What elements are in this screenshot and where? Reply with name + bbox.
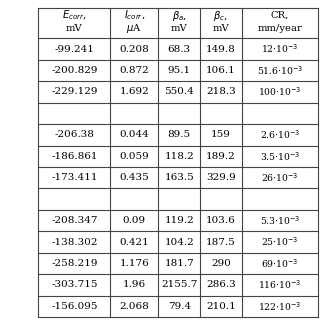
Text: 0.044: 0.044 [120, 130, 149, 140]
Text: $\beta_c$,: $\beta_c$, [213, 9, 228, 22]
Text: 103.6: 103.6 [206, 216, 236, 225]
Text: 51.6$\cdot$10$^{-3}$: 51.6$\cdot$10$^{-3}$ [257, 64, 303, 77]
Text: mV: mV [66, 24, 83, 34]
Text: -186.861: -186.861 [51, 152, 98, 161]
Text: -208.347: -208.347 [51, 216, 98, 225]
Text: CR,: CR, [271, 11, 289, 20]
Text: -229.129: -229.129 [51, 87, 98, 97]
Text: 1.176: 1.176 [120, 259, 149, 268]
Text: mV: mV [171, 24, 188, 34]
Text: 159: 159 [211, 130, 231, 140]
Text: 100$\cdot$10$^{-3}$: 100$\cdot$10$^{-3}$ [258, 86, 302, 98]
Text: -156.095: -156.095 [51, 302, 98, 311]
Text: 0.435: 0.435 [120, 173, 149, 182]
Text: 329.9: 329.9 [206, 173, 236, 182]
Text: -138.302: -138.302 [51, 237, 98, 247]
Text: 2.068: 2.068 [120, 302, 149, 311]
Text: 187.5: 187.5 [206, 237, 236, 247]
Text: mm/year: mm/year [258, 24, 302, 34]
Text: 0.872: 0.872 [120, 66, 149, 75]
Text: 0.059: 0.059 [120, 152, 149, 161]
Text: -99.241: -99.241 [54, 44, 94, 54]
Text: 3.5$\cdot$10$^{-3}$: 3.5$\cdot$10$^{-3}$ [260, 150, 300, 163]
Text: -303.715: -303.715 [51, 280, 98, 290]
Text: 68.3: 68.3 [168, 44, 191, 54]
Text: 181.7: 181.7 [164, 259, 194, 268]
Text: mV: mV [212, 24, 229, 34]
Text: 218.3: 218.3 [206, 87, 236, 97]
Text: 0.208: 0.208 [120, 44, 149, 54]
Text: 286.3: 286.3 [206, 280, 236, 290]
Text: 26$\cdot$10$^{-3}$: 26$\cdot$10$^{-3}$ [261, 172, 299, 184]
Text: 290: 290 [211, 259, 231, 268]
Text: 25$\cdot$10$^{-3}$: 25$\cdot$10$^{-3}$ [261, 236, 299, 248]
Text: $E_{corr}$,: $E_{corr}$, [62, 9, 87, 22]
Text: 550.4: 550.4 [164, 87, 194, 97]
Text: 1.692: 1.692 [120, 87, 149, 97]
Text: 116$\cdot$10$^{-3}$: 116$\cdot$10$^{-3}$ [258, 279, 302, 291]
Text: -200.829: -200.829 [51, 66, 98, 75]
Text: -206.38: -206.38 [54, 130, 94, 140]
Text: $I_{corr}$,: $I_{corr}$, [124, 9, 145, 22]
Text: -173.411: -173.411 [51, 173, 98, 182]
Text: 122$\cdot$10$^{-3}$: 122$\cdot$10$^{-3}$ [258, 300, 302, 313]
Text: $\mu$A: $\mu$A [126, 22, 142, 36]
Text: 163.5: 163.5 [164, 173, 194, 182]
Text: 79.4: 79.4 [168, 302, 191, 311]
Text: 5.3$\cdot$10$^{-3}$: 5.3$\cdot$10$^{-3}$ [260, 214, 300, 227]
Text: 69$\cdot$10$^{-3}$: 69$\cdot$10$^{-3}$ [261, 257, 299, 270]
Text: 0.421: 0.421 [120, 237, 149, 247]
Text: 210.1: 210.1 [206, 302, 236, 311]
Text: -258.219: -258.219 [51, 259, 98, 268]
Text: 0.09: 0.09 [123, 216, 146, 225]
Text: 2155.7: 2155.7 [161, 280, 197, 290]
Text: 89.5: 89.5 [168, 130, 191, 140]
Text: $\beta_a$,: $\beta_a$, [172, 9, 187, 22]
Text: 118.2: 118.2 [164, 152, 194, 161]
Text: 95.1: 95.1 [168, 66, 191, 75]
Text: 1.96: 1.96 [123, 280, 146, 290]
Text: 149.8: 149.8 [206, 44, 236, 54]
Text: 119.2: 119.2 [164, 216, 194, 225]
Text: 189.2: 189.2 [206, 152, 236, 161]
Text: 2.6$\cdot$10$^{-3}$: 2.6$\cdot$10$^{-3}$ [260, 129, 300, 141]
Text: 106.1: 106.1 [206, 66, 236, 75]
Text: 12$\cdot$10$^{-3}$: 12$\cdot$10$^{-3}$ [261, 43, 299, 55]
Text: 104.2: 104.2 [164, 237, 194, 247]
